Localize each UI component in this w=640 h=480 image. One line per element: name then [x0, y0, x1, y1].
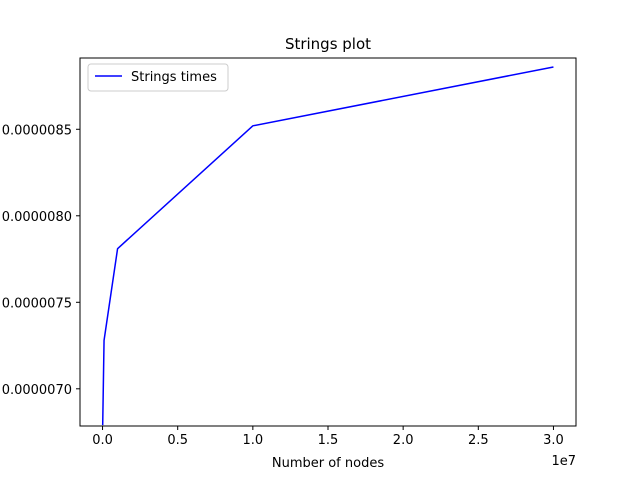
- y-axis: 0.0000070 0.0000075 0.0000080 0.0000085: [2, 123, 80, 398]
- x-tick-label: 3.0: [543, 433, 564, 448]
- x-tick-label: 2.0: [393, 433, 414, 448]
- plot-frame: [79, 57, 577, 427]
- series-line: [101, 66, 554, 426]
- x-axis-label: Number of nodes: [272, 456, 384, 471]
- legend-box: [87, 63, 229, 92]
- series-layer: [101, 66, 554, 426]
- y-tick-label: 0.0000085: [2, 123, 72, 138]
- x-tick-label: 1.5: [318, 433, 339, 448]
- y-tick-label: 0.0000075: [2, 296, 72, 311]
- x-tick-label: 0.0: [92, 433, 113, 448]
- x-tick-label: 2.5: [468, 433, 489, 448]
- y-tick-label: 0.0000070: [2, 383, 72, 398]
- x-tick-label: 0.5: [167, 433, 188, 448]
- chart-title: Strings plot: [285, 35, 371, 53]
- legend: Strings times: [87, 63, 229, 92]
- x-tick-label: 1.0: [243, 433, 264, 448]
- legend-label: Strings times: [131, 70, 217, 85]
- y-tick-label: 0.0000080: [2, 210, 72, 225]
- x-axis: 0.0 0.5 1.0 1.5 2.0 2.5 3.0: [92, 426, 564, 448]
- x-axis-offset-label: 1e7: [551, 454, 576, 469]
